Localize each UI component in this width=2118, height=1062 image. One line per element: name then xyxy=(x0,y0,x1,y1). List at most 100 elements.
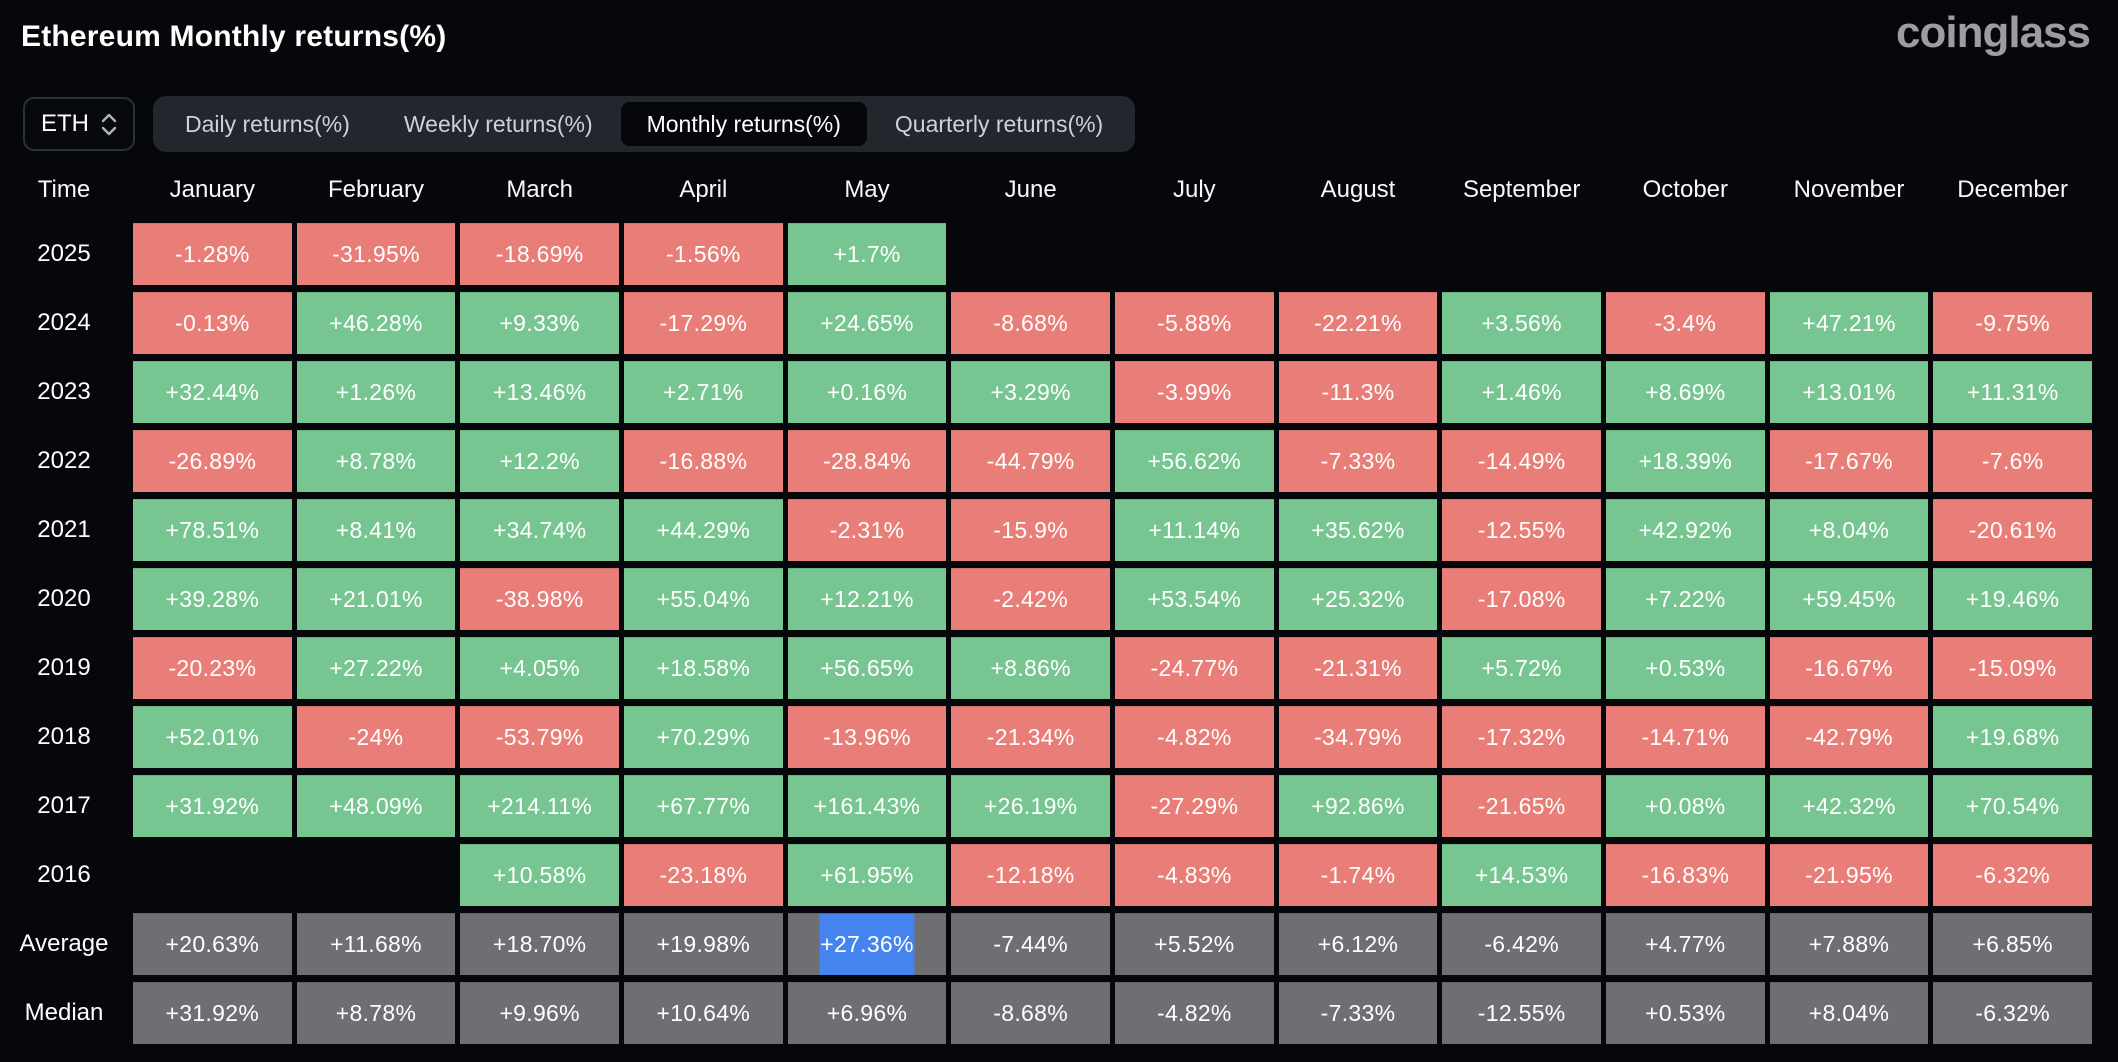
return-cell-2018-april[interactable]: +70.29% xyxy=(624,706,783,768)
return-cell-median-may[interactable]: +6.96% xyxy=(787,982,947,1044)
return-cell-2022-november[interactable]: -17.67% xyxy=(1769,430,1929,492)
return-cell-2021-december[interactable]: -20.61% xyxy=(1933,499,2092,561)
return-cell-2020-september[interactable]: -17.08% xyxy=(1442,568,1601,630)
return-cell-2021-june[interactable]: -15.9% xyxy=(951,499,1110,561)
return-cell-2017-october[interactable]: +0.08% xyxy=(1606,775,1765,837)
return-cell-2017-january[interactable]: +31.92% xyxy=(133,775,292,837)
return-cell-2017-july[interactable]: -27.29% xyxy=(1115,775,1274,837)
return-cell-2019-april[interactable]: +18.58% xyxy=(624,637,783,699)
return-cell-2024-september[interactable]: +3.56% xyxy=(1442,292,1601,354)
return-cell-2019-march[interactable]: +4.05% xyxy=(460,637,619,699)
return-cell-2018-march[interactable]: -53.79% xyxy=(460,706,619,768)
return-cell-2018-february[interactable]: -24% xyxy=(296,706,456,768)
return-cell-2022-september[interactable]: -14.49% xyxy=(1442,430,1601,492)
return-cell-2025-april[interactable]: -1.56% xyxy=(624,223,783,285)
return-cell-2018-december[interactable]: +19.68% xyxy=(1933,706,2092,768)
return-cell-2016-november[interactable]: -21.95% xyxy=(1769,844,1929,906)
return-cell-2024-july[interactable]: -5.88% xyxy=(1115,292,1274,354)
return-cell-average-june[interactable]: -7.44% xyxy=(951,913,1110,975)
return-cell-average-march[interactable]: +18.70% xyxy=(460,913,619,975)
return-cell-median-april[interactable]: +10.64% xyxy=(624,982,783,1044)
return-cell-2023-november[interactable]: +13.01% xyxy=(1769,361,1929,423)
return-cell-2018-august[interactable]: -34.79% xyxy=(1278,706,1438,768)
return-cell-2021-november[interactable]: +8.04% xyxy=(1769,499,1929,561)
return-cell-2022-october[interactable]: +18.39% xyxy=(1606,430,1765,492)
tab-quarterly-returns[interactable]: Quarterly returns(%) xyxy=(894,110,1104,137)
tab-monthly-returns[interactable]: Monthly returns(%) xyxy=(620,102,867,146)
return-cell-2021-february[interactable]: +8.41% xyxy=(296,499,456,561)
return-cell-2020-february[interactable]: +21.01% xyxy=(296,568,456,630)
return-cell-2024-november[interactable]: +47.21% xyxy=(1769,292,1929,354)
return-cell-median-october[interactable]: +0.53% xyxy=(1606,982,1765,1044)
return-cell-2021-july[interactable]: +11.14% xyxy=(1115,499,1274,561)
return-cell-average-october[interactable]: +4.77% xyxy=(1606,913,1765,975)
return-cell-2020-december[interactable]: +19.46% xyxy=(1933,568,2092,630)
return-cell-2018-november[interactable]: -42.79% xyxy=(1769,706,1929,768)
return-cell-2017-february[interactable]: +48.09% xyxy=(296,775,456,837)
return-cell-2023-june[interactable]: +3.29% xyxy=(951,361,1110,423)
tab-weekly-returns[interactable]: Weekly returns(%) xyxy=(403,110,593,137)
return-cell-2020-november[interactable]: +59.45% xyxy=(1769,568,1929,630)
return-cell-2018-september[interactable]: -17.32% xyxy=(1442,706,1601,768)
return-cell-2024-august[interactable]: -22.21% xyxy=(1278,292,1438,354)
return-cell-2023-may[interactable]: +0.16% xyxy=(787,361,947,423)
symbol-select[interactable]: ETH xyxy=(23,97,135,151)
return-cell-2018-june[interactable]: -21.34% xyxy=(951,706,1110,768)
return-cell-2019-september[interactable]: +5.72% xyxy=(1442,637,1601,699)
return-cell-average-july[interactable]: +5.52% xyxy=(1115,913,1274,975)
return-cell-2016-august[interactable]: -1.74% xyxy=(1278,844,1438,906)
return-cell-average-november[interactable]: +7.88% xyxy=(1769,913,1929,975)
return-cell-2023-october[interactable]: +8.69% xyxy=(1606,361,1765,423)
return-cell-2020-april[interactable]: +55.04% xyxy=(624,568,783,630)
return-cell-2022-december[interactable]: -7.6% xyxy=(1933,430,2092,492)
return-cell-2016-december[interactable]: -6.32% xyxy=(1933,844,2092,906)
return-cell-2020-january[interactable]: +39.28% xyxy=(133,568,292,630)
return-cell-2022-june[interactable]: -44.79% xyxy=(951,430,1110,492)
return-cell-2022-february[interactable]: +8.78% xyxy=(296,430,456,492)
return-cell-2021-march[interactable]: +34.74% xyxy=(460,499,619,561)
return-cell-2020-august[interactable]: +25.32% xyxy=(1278,568,1438,630)
return-cell-2016-april[interactable]: -23.18% xyxy=(624,844,783,906)
return-cell-average-january[interactable]: +20.63% xyxy=(133,913,292,975)
return-cell-2025-january[interactable]: -1.28% xyxy=(133,223,292,285)
return-cell-2016-may[interactable]: +61.95% xyxy=(787,844,947,906)
return-cell-median-february[interactable]: +8.78% xyxy=(296,982,456,1044)
return-cell-2023-february[interactable]: +1.26% xyxy=(296,361,456,423)
return-cell-2016-october[interactable]: -16.83% xyxy=(1606,844,1765,906)
return-cell-2021-january[interactable]: +78.51% xyxy=(133,499,292,561)
return-cell-2019-december[interactable]: -15.09% xyxy=(1933,637,2092,699)
return-cell-2021-october[interactable]: +42.92% xyxy=(1606,499,1765,561)
return-cell-2017-august[interactable]: +92.86% xyxy=(1278,775,1438,837)
return-cell-2019-july[interactable]: -24.77% xyxy=(1115,637,1274,699)
return-cell-2021-september[interactable]: -12.55% xyxy=(1442,499,1601,561)
return-cell-median-december[interactable]: -6.32% xyxy=(1933,982,2092,1044)
return-cell-2020-july[interactable]: +53.54% xyxy=(1115,568,1274,630)
return-cell-2017-april[interactable]: +67.77% xyxy=(624,775,783,837)
return-cell-2019-january[interactable]: -20.23% xyxy=(133,637,292,699)
return-cell-2022-july[interactable]: +56.62% xyxy=(1115,430,1274,492)
return-cell-2025-february[interactable]: -31.95% xyxy=(296,223,456,285)
return-cell-2024-october[interactable]: -3.4% xyxy=(1606,292,1765,354)
return-cell-2023-april[interactable]: +2.71% xyxy=(624,361,783,423)
return-cell-2018-may[interactable]: -13.96% xyxy=(787,706,947,768)
return-cell-2024-april[interactable]: -17.29% xyxy=(624,292,783,354)
return-cell-2019-february[interactable]: +27.22% xyxy=(296,637,456,699)
return-cell-2022-january[interactable]: -26.89% xyxy=(133,430,292,492)
return-cell-2021-august[interactable]: +35.62% xyxy=(1278,499,1438,561)
return-cell-2024-may[interactable]: +24.65% xyxy=(787,292,947,354)
return-cell-2025-may[interactable]: +1.7% xyxy=(787,223,947,285)
return-cell-2021-may[interactable]: -2.31% xyxy=(787,499,947,561)
return-cell-2020-october[interactable]: +7.22% xyxy=(1606,568,1765,630)
return-cell-average-september[interactable]: -6.42% xyxy=(1442,913,1601,975)
return-cell-2020-may[interactable]: +12.21% xyxy=(787,568,947,630)
return-cell-median-august[interactable]: -7.33% xyxy=(1278,982,1438,1044)
return-cell-2024-march[interactable]: +9.33% xyxy=(460,292,619,354)
return-cell-2022-august[interactable]: -7.33% xyxy=(1278,430,1438,492)
return-cell-2016-september[interactable]: +14.53% xyxy=(1442,844,1601,906)
return-cell-average-august[interactable]: +6.12% xyxy=(1278,913,1438,975)
return-cell-2023-january[interactable]: +32.44% xyxy=(133,361,292,423)
return-cell-2024-december[interactable]: -9.75% xyxy=(1933,292,2092,354)
return-cell-2024-february[interactable]: +46.28% xyxy=(296,292,456,354)
return-cell-2023-september[interactable]: +1.46% xyxy=(1442,361,1601,423)
return-cell-average-february[interactable]: +11.68% xyxy=(296,913,456,975)
